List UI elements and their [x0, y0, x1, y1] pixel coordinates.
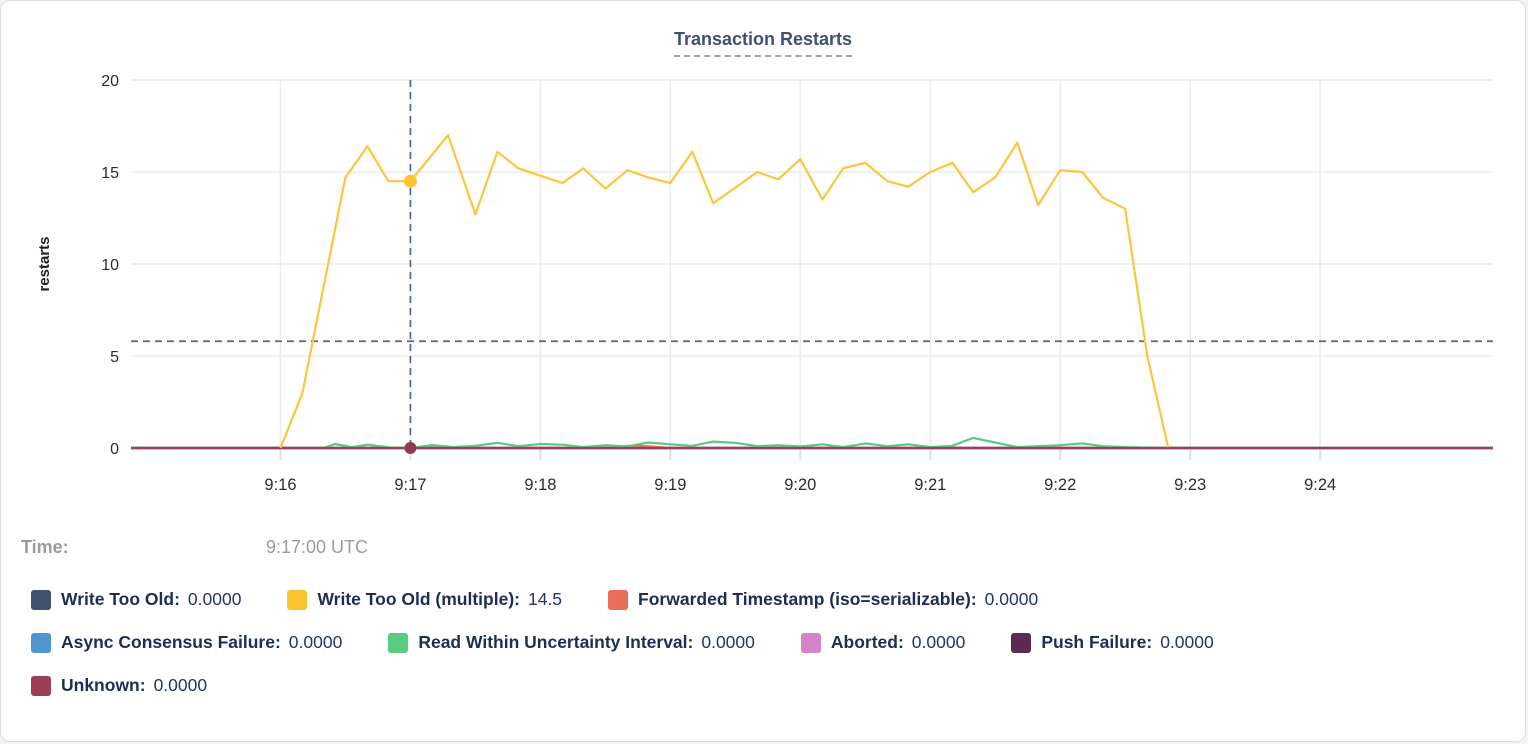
legend-swatch	[287, 589, 308, 610]
legend-value: 0.0000	[701, 632, 755, 652]
legend-value: 0.0000	[984, 589, 1039, 609]
legend-swatch	[31, 589, 51, 610]
chart-title: Transaction Restarts	[1, 29, 1525, 57]
legend-swatch	[31, 675, 51, 696]
legend-value: 14.5	[527, 589, 563, 609]
legend-item-forwarded-timestamp-iso-serializable-: Forwarded Timestamp (iso=serializable): 0…	[608, 589, 1038, 610]
legend-label: Aborted:	[830, 632, 904, 652]
x-tick-label: 9:24	[1304, 476, 1336, 494]
legend-value: 0.0000	[187, 589, 242, 609]
series-line-read-within-uncertainty-interval	[131, 436, 1493, 450]
chart-title-text[interactable]: Transaction Restarts	[673, 29, 853, 57]
y-axis-label: restarts	[36, 236, 53, 291]
y-tick-label: 15	[101, 165, 119, 182]
legend-value: 0.0000	[1160, 632, 1214, 652]
transaction-restarts-chart[interactable]: 0 5 10 15 20 9:16 9:17 9:18 9:19 9:20 9:21 9:22 9:23…	[1, 59, 1526, 511]
legend-item-write-too-old: Write Too Old: 0.0000	[31, 589, 241, 610]
x-tick-label: 9:21	[914, 476, 946, 494]
time-value: 9:17:00 UTC	[266, 537, 369, 557]
legend-row: Async Consensus Failure: 0.0000 Read Withi…	[31, 632, 1511, 653]
y-tick-label: 10	[101, 257, 119, 274]
hover-dot-unknown	[404, 442, 417, 454]
y-tick-label: 20	[101, 73, 119, 90]
x-tick-label: 9:22	[1044, 476, 1076, 494]
legend-row: Unknown: 0.0000	[31, 675, 1511, 696]
legend-swatch	[31, 632, 51, 653]
legend-item-read-within-uncertainty-interval: Read Within Uncertainty Interval: 0.0000	[388, 632, 755, 653]
hover-dot-write-too-old-multiple	[403, 174, 417, 188]
legend-value: 0.0000	[288, 632, 343, 652]
hover-time-row: Time: 9:17:00 UTC	[21, 537, 368, 558]
x-tick-label: 9:18	[524, 476, 556, 494]
legend-item-aborted: Aborted: 0.0000	[800, 632, 966, 653]
series-line-write-too-old-multiple-	[279, 134, 1170, 449]
x-tick-label: 9:23	[1174, 476, 1206, 494]
legend-value: 0.0000	[153, 675, 208, 695]
x-tick-label: 9:17	[394, 476, 426, 494]
legend-label: Unknown:	[61, 675, 146, 695]
legend-label: Read Within Uncertainty Interval:	[418, 632, 694, 652]
legend-label: Async Consensus Failure:	[61, 632, 281, 652]
legend-item-unknown: Unknown: 0.0000	[31, 675, 207, 696]
x-tick-label: 9:19	[654, 476, 686, 494]
chart-legend: Write Too Old: 0.0000 Write Too Old (multi…	[31, 589, 1511, 718]
x-tick-label: 9:16	[264, 476, 296, 494]
legend-swatch	[388, 632, 409, 653]
legend-item-push-failure: Push Failure: 0.0000	[1011, 632, 1214, 653]
legend-label: Write Too Old:	[61, 589, 180, 609]
legend-label: Write Too Old (multiple):	[317, 589, 520, 609]
legend-swatch	[1011, 632, 1032, 653]
y-tick-label: 0	[110, 441, 119, 458]
legend-label: Push Failure:	[1041, 632, 1153, 652]
legend-label: Forwarded Timestamp (iso=serializable):	[638, 589, 977, 609]
legend-value: 0.0000	[911, 632, 966, 652]
legend-swatch	[800, 632, 821, 653]
legend-item-write-too-old-multiple-: Write Too Old (multiple): 14.5	[287, 589, 562, 610]
y-tick-label: 5	[110, 349, 119, 366]
legend-swatch	[608, 589, 629, 610]
legend-item-async-consensus-failure: Async Consensus Failure: 0.0000	[31, 632, 342, 653]
time-label: Time:	[21, 537, 69, 557]
x-tick-label: 9:20	[784, 476, 816, 494]
legend-row: Write Too Old: 0.0000 Write Too Old (multi…	[31, 589, 1511, 610]
